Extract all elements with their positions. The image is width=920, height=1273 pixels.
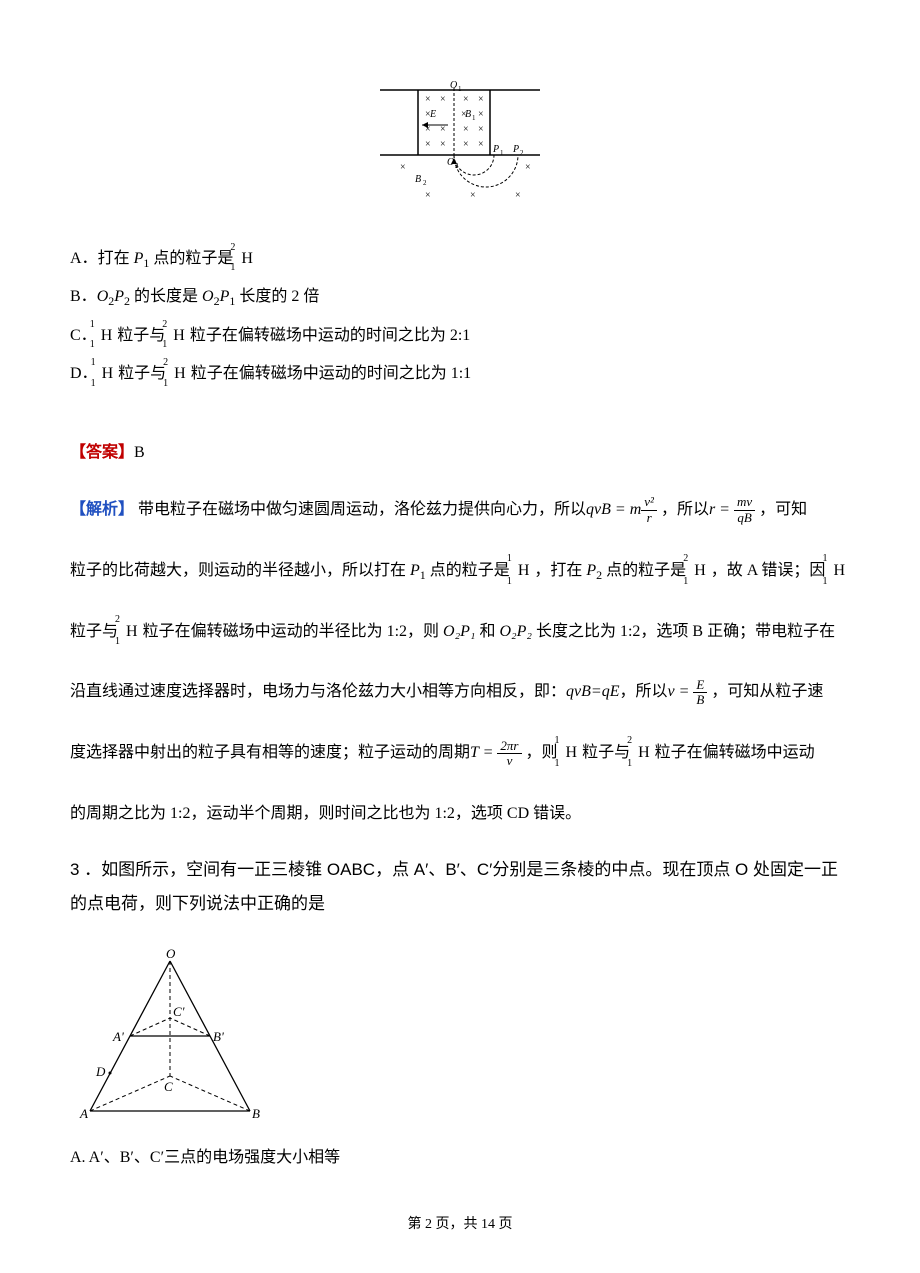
svg-text:1: 1 [500, 149, 504, 157]
fraction-mv-qB: mvqB [734, 495, 755, 525]
isotope-2-1-H: 21H [237, 240, 253, 278]
q3-option-a: A. A′、B′、C′三点的电场强度大小相等 [70, 1139, 850, 1177]
svg-text:×: × [463, 124, 469, 135]
svg-text:B': B' [213, 1029, 224, 1044]
svg-text:A': A' [112, 1029, 124, 1044]
svg-text:×: × [463, 139, 469, 150]
fraction-2pir-v: 2πrv [497, 739, 521, 769]
fraction-v2-r: v²r [641, 495, 657, 525]
option-c: C．11H 粒子与 21H 粒子在偏转磁场中运动的时间之比为 2:1 [70, 317, 850, 355]
page-footer: 第 2 页，共 14 页 [0, 1213, 920, 1233]
svg-text:×: × [478, 109, 484, 120]
option-a-prefix: A． [70, 250, 98, 267]
analysis-line-4: 沿直线通过速度选择器时，电场力与洛伦兹力大小相等方向相反，即：qvB=qE，所以… [70, 670, 850, 715]
answer-block: 【答案】B 【解析】 带电粒子在磁场中做匀速圆周运动，洛伦兹力提供向心力，所以q… [70, 434, 850, 837]
svg-text:×: × [463, 94, 469, 105]
svg-text:×: × [440, 139, 446, 150]
svg-text:2: 2 [520, 149, 524, 157]
svg-text:P: P [512, 144, 519, 155]
svg-text:×: × [425, 94, 431, 105]
analysis-line-6: 的周期之比为 1:2，运动半个周期，则时间之比也为 1:2，选项 CD 错误。 [70, 792, 850, 837]
svg-text:P: P [492, 144, 499, 155]
fraction-E-B: EB [693, 678, 707, 708]
svg-text:×: × [478, 124, 484, 135]
answer-label: 【答案】 [70, 444, 134, 461]
svg-text:O: O [450, 80, 457, 91]
question-3: 3 ．如图所示，空间有一正三棱锥 OABC，点 A′、B′、C′分别是三条棱的中… [70, 853, 850, 921]
svg-text:×: × [478, 94, 484, 105]
svg-text:D: D [95, 1064, 106, 1079]
svg-text:1: 1 [458, 85, 462, 93]
svg-text:B: B [252, 1106, 260, 1121]
analysis-line-3: 粒子与 21H 粒子在偏转磁场中运动的半径比为 1:2，则 O₂P₁ 和 O₂P… [70, 610, 850, 655]
svg-text:×: × [470, 190, 476, 201]
svg-text:C: C [164, 1079, 173, 1094]
analysis-line-2: 粒子的比荷越大，则运动的半径越小，所以打在 P1 点的粒子是 11H ，打在 P… [70, 549, 850, 594]
option-d: D．11H 粒子与 21H 粒子在偏转磁场中运动的时间之比为 1:1 [70, 355, 850, 393]
svg-text:O: O [166, 946, 176, 961]
svg-text:×: × [525, 162, 531, 173]
q3-text: 如图所示，空间有一正三棱锥 OABC，点 A′、B′、C′分别是三条棱的中点。现… [70, 860, 838, 913]
svg-text:×: × [425, 190, 431, 201]
analysis-label: 【解析】 [70, 501, 134, 518]
option-a: A．打在 P1 点的粒子是 21H [70, 240, 850, 278]
analysis-line-5: 度选择器中射出的粒子具有相等的速度；粒子运动的周期T = 2πrv ，则 11H… [70, 731, 850, 776]
q3-number: 3 ． [70, 860, 101, 879]
svg-text:2: 2 [423, 179, 427, 187]
svg-text:×: × [478, 139, 484, 150]
svg-text:E: E [429, 109, 436, 120]
svg-text:×: × [515, 190, 521, 201]
svg-text:×: × [400, 162, 406, 173]
option-b: B．O2P2 的长度是 O2P1 长度的 2 倍 [70, 278, 850, 316]
exam-page: ×××× ×× E×B1 ×××× ×××× O1 O2 P1 P2 ×× ××… [0, 0, 920, 1273]
svg-text:A: A [79, 1106, 88, 1121]
svg-text:×: × [440, 94, 446, 105]
svg-text:×: × [440, 124, 446, 135]
svg-text:B: B [415, 174, 421, 185]
svg-text:×: × [425, 139, 431, 150]
analysis-line-1: 【解析】 带电粒子在磁场中做匀速圆周运动，洛伦兹力提供向心力，所以qvB = m… [70, 488, 850, 533]
svg-text:C': C' [173, 1004, 185, 1019]
tetrahedron-diagram: O A B C A' B' C' D [70, 946, 270, 1126]
answer-value: B [134, 444, 145, 461]
svg-text:B: B [465, 109, 471, 120]
svg-text:1: 1 [472, 114, 476, 122]
velocity-selector-diagram: ×××× ×× E×B1 ×××× ×××× O1 O2 P1 P2 ×× ××… [370, 80, 550, 210]
